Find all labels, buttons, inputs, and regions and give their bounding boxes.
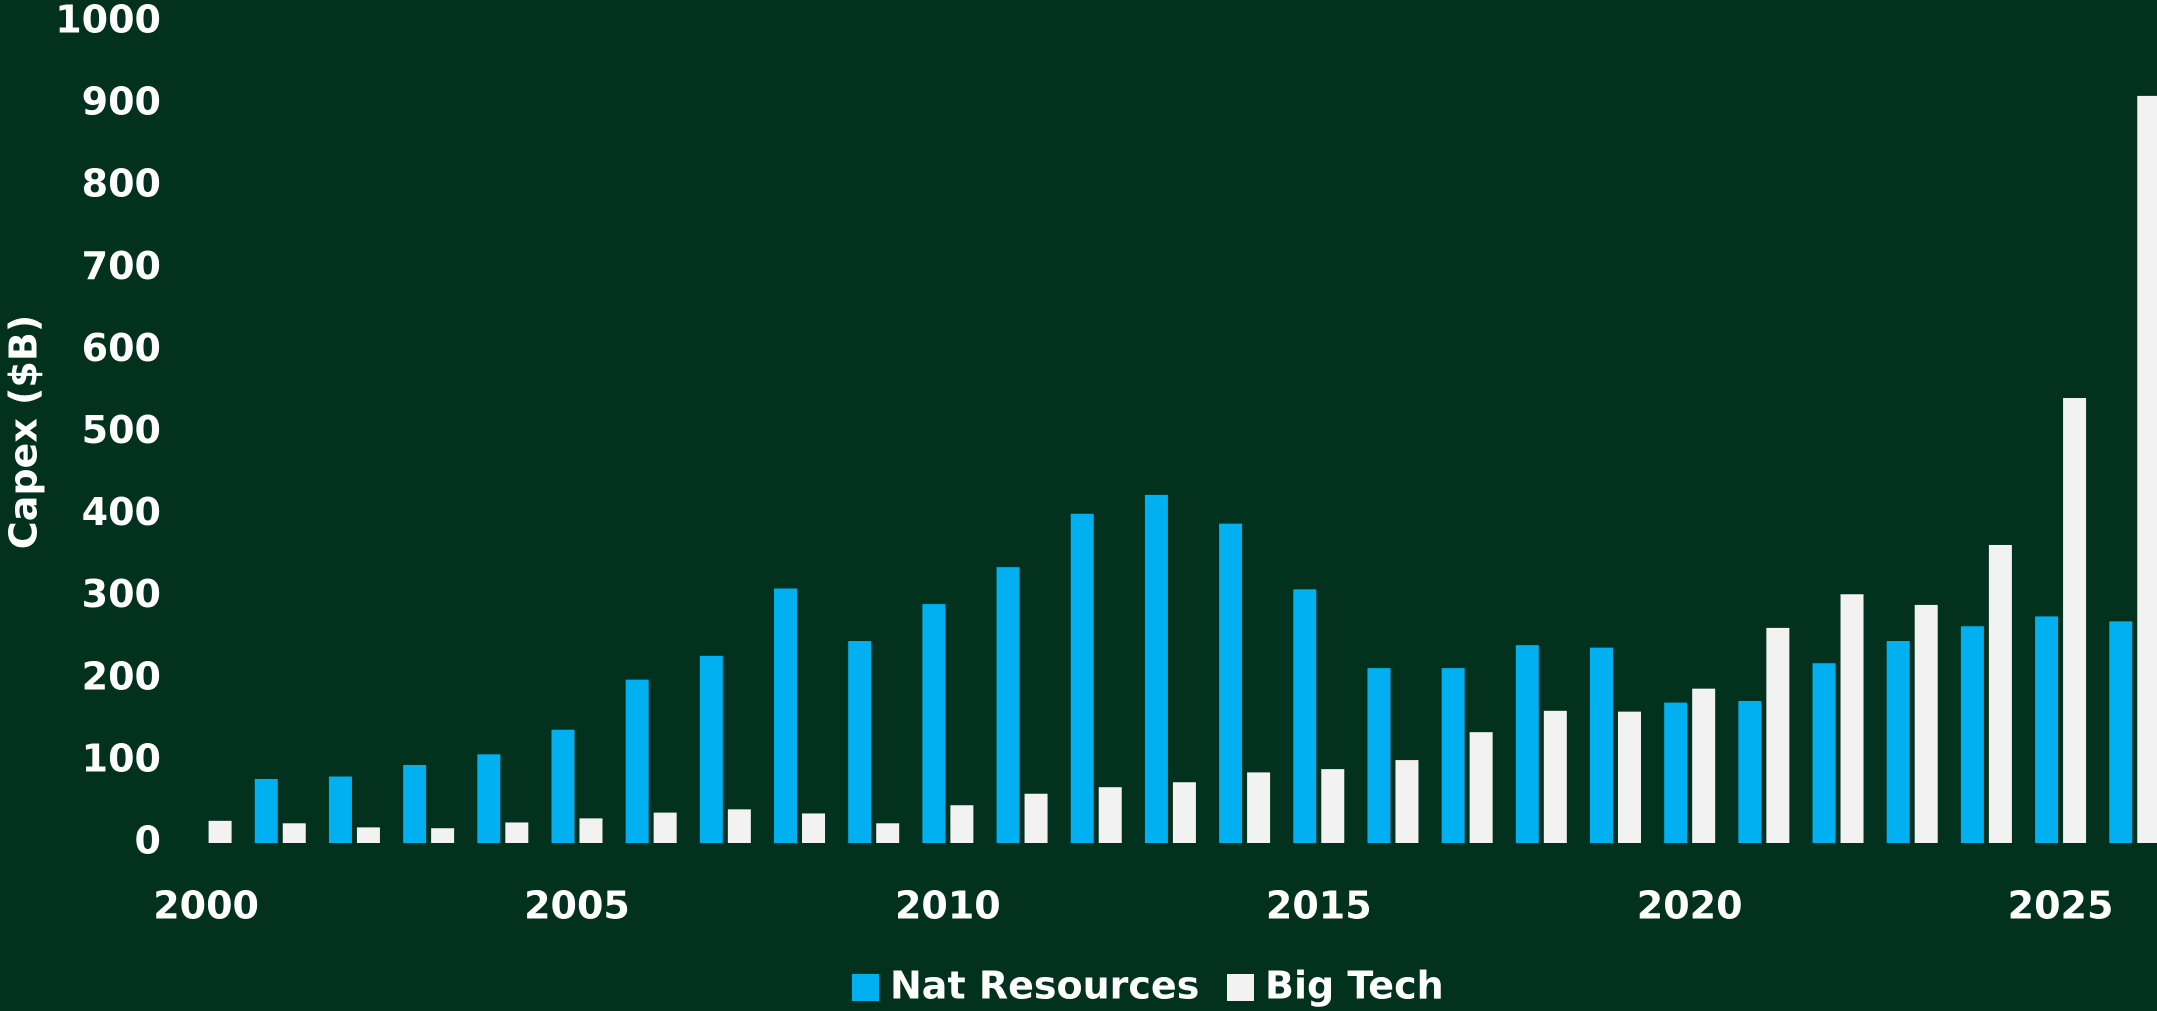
legend-swatch	[852, 974, 879, 1001]
bar	[1664, 702, 1688, 843]
bar	[2137, 95, 2157, 843]
x-tick-label: 2020	[1637, 884, 1743, 928]
legend-label: Big Tech	[1265, 964, 1444, 1008]
bar	[1172, 782, 1196, 843]
y-tick-label: 300	[82, 572, 161, 616]
y-tick-label: 600	[82, 326, 161, 370]
x-tick-label: 2000	[153, 884, 259, 928]
y-tick-label: 700	[82, 244, 161, 288]
bar	[950, 805, 974, 843]
bar	[653, 812, 677, 843]
bar	[1692, 688, 1716, 843]
x-tick-label: 2010	[895, 884, 1001, 928]
bar	[922, 604, 946, 843]
bar	[1070, 513, 1094, 843]
bar	[431, 828, 455, 843]
y-tick-label: 100	[82, 736, 161, 780]
y-tick-label: 500	[82, 408, 161, 452]
bar	[254, 778, 278, 843]
bar	[1812, 663, 1836, 843]
bar	[1441, 668, 1465, 843]
bar	[848, 641, 872, 843]
bar	[1617, 711, 1641, 843]
bar	[1515, 645, 1539, 843]
x-tick-label: 2015	[1266, 884, 1372, 928]
bar	[774, 588, 798, 843]
bar	[2109, 621, 2133, 843]
bar	[1589, 647, 1613, 843]
bar	[2063, 398, 2087, 843]
bar	[802, 813, 826, 843]
y-tick-label: 900	[82, 80, 161, 124]
x-tick-label: 2025	[2008, 884, 2114, 928]
bar	[727, 809, 751, 843]
y-tick-label: 800	[82, 162, 161, 206]
bar	[625, 679, 649, 843]
bar	[282, 823, 306, 843]
bar	[551, 729, 575, 843]
y-axis-label: Capex ($B)	[2, 315, 46, 549]
x-tick-label: 2005	[524, 884, 630, 928]
bar	[1395, 760, 1419, 843]
bar	[1144, 494, 1168, 843]
bar	[1766, 627, 1790, 843]
bar	[208, 820, 232, 843]
bar	[876, 823, 900, 843]
bar	[1543, 710, 1567, 843]
bar	[1321, 769, 1345, 843]
bar	[699, 655, 723, 843]
bar	[1293, 589, 1317, 843]
y-tick-label: 200	[82, 654, 161, 698]
bar	[1840, 594, 1864, 843]
bar	[1219, 523, 1243, 843]
bar	[403, 765, 427, 843]
y-tick-label: 0	[135, 819, 161, 863]
bar	[1024, 793, 1048, 843]
legend-swatch	[1227, 974, 1254, 1001]
y-tick-label: 1000	[55, 0, 161, 42]
bar	[1367, 668, 1391, 843]
bar	[1469, 732, 1493, 843]
bar	[1914, 604, 1938, 843]
legend-label: Nat Resources	[890, 964, 1199, 1008]
y-tick-label: 400	[82, 490, 161, 534]
bar	[996, 567, 1020, 843]
bar	[505, 822, 529, 843]
bar	[1247, 772, 1271, 843]
bar	[1886, 641, 1910, 843]
bar	[1960, 626, 1984, 843]
bar	[477, 754, 501, 843]
bar	[1988, 544, 2012, 843]
bar	[1738, 700, 1762, 843]
bar	[2035, 616, 2059, 843]
bar	[328, 776, 352, 843]
bar	[579, 818, 603, 843]
bar	[1098, 787, 1122, 843]
bar	[356, 827, 380, 843]
